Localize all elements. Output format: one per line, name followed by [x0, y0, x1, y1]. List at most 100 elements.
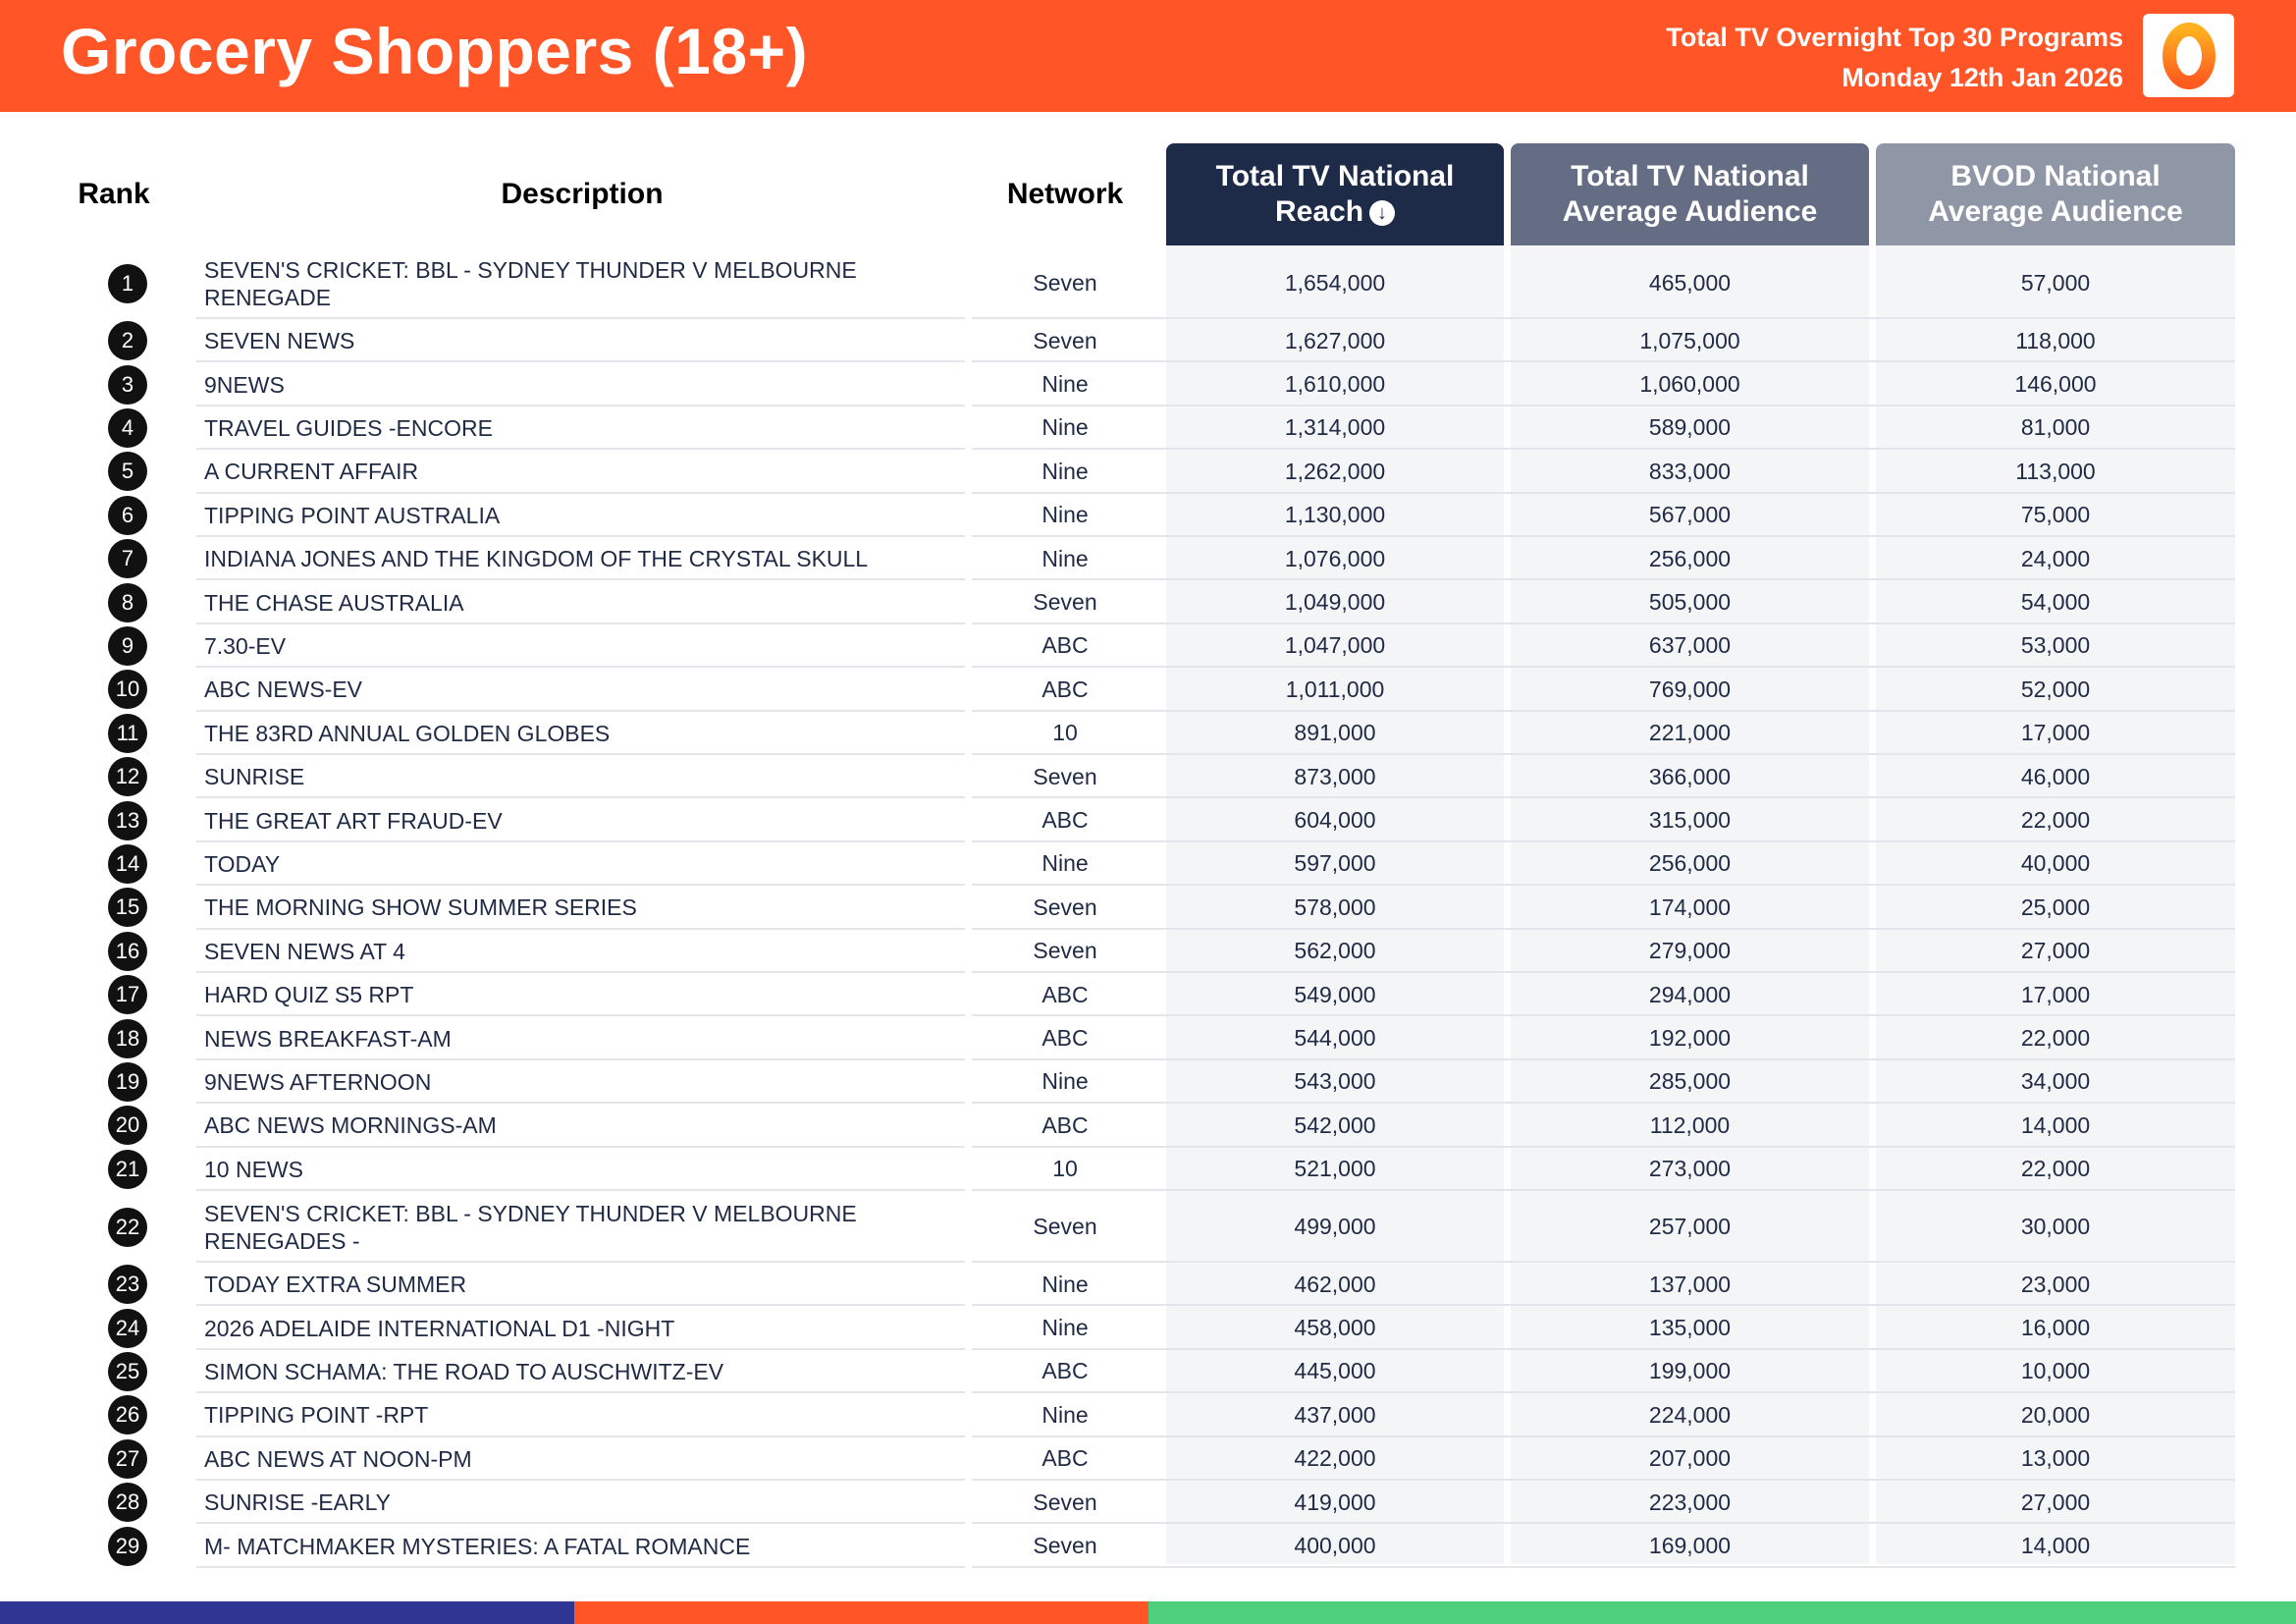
- rank-badge: 24: [108, 1308, 147, 1348]
- avg-header-line2: Average Audience: [1562, 195, 1818, 228]
- column-header-rank: Rank: [78, 178, 150, 210]
- network-name: ABC: [1041, 981, 1089, 1007]
- reach-value: 499,000: [1294, 1214, 1376, 1239]
- row-divider: [196, 534, 965, 537]
- network-name: ABC: [1041, 807, 1089, 834]
- table-row[interactable]: 20 ABC NEWS MORNINGS-AM ABC 542,000 112,000 1…: [0, 1104, 2296, 1148]
- arrow-down-circle-icon[interactable]: ↓: [1369, 200, 1396, 226]
- bvod-average-audience-value: 46,000: [2020, 763, 2091, 789]
- table-row[interactable]: 16 SEVEN NEWS AT 4 Seven 562,000 279,000 27,0…: [0, 930, 2296, 973]
- bvod-average-audience-value: 22,000: [2020, 1025, 2091, 1052]
- column-header-reach[interactable]: Total TV National Reach ↓: [1166, 143, 1504, 245]
- table-row[interactable]: 12 SUNRISE Seven 873,000 366,000 46,000: [0, 755, 2296, 799]
- row-divider: [196, 1261, 965, 1263]
- rank-badge: 26: [108, 1395, 147, 1435]
- program-description: INDIANA JONES AND THE KINGDOM OF THE CRY…: [204, 546, 869, 572]
- table-row[interactable]: 22 SEVEN'S CRICKET: BBL - SYDNEY THUNDER …: [0, 1191, 2296, 1263]
- program-description: TIPPING POINT -RPT: [204, 1402, 429, 1429]
- network-name: Nine: [1041, 502, 1089, 528]
- table-row[interactable]: 15 THE MORNING SHOW SUMMER SERIES Seven 578…: [0, 886, 2296, 930]
- program-description: TODAY EXTRA SUMMER: [204, 1272, 467, 1298]
- network-name: 10: [1052, 720, 1078, 746]
- column-header-bvod-average-audience[interactable]: BVOD National Average Audience: [1876, 143, 2235, 245]
- average-audience-value: 137,000: [1648, 1271, 1732, 1297]
- bvod-average-audience-value: 30,000: [2020, 1214, 2091, 1239]
- table-row[interactable]: 4 TRAVEL GUIDES -ENCORE Nine 1,314,000 589,0…: [0, 406, 2296, 451]
- table-row[interactable]: 2 SEVEN NEWS Seven 1,627,000 1,075,000 118,00…: [0, 319, 2296, 363]
- table-row[interactable]: 7 INDIANA JONES AND THE KINGDOM OF THE CR…: [0, 537, 2296, 581]
- row-divider: [972, 1391, 2235, 1394]
- network-name: Seven: [1033, 1533, 1097, 1559]
- table-row[interactable]: 17 HARD QUIZ S5 RPT ABC 549,000 294,000 17,00…: [0, 973, 2296, 1017]
- table-row[interactable]: 6 TIPPING POINT AUSTRALIA Nine 1,130,000 567…: [0, 494, 2296, 537]
- program-description: SEVEN'S CRICKET: BBL - SYDNEY THUNDER V …: [204, 256, 857, 310]
- reach-value: 1,076,000: [1284, 545, 1386, 571]
- reach-value: 458,000: [1294, 1315, 1376, 1341]
- average-audience-value: 224,000: [1648, 1401, 1732, 1428]
- row-divider: [196, 666, 965, 669]
- network-name: Seven: [1033, 1489, 1097, 1515]
- column-header-average-audience[interactable]: Total TV National Average Audience: [1511, 143, 1869, 245]
- row-divider: [972, 1188, 2235, 1191]
- network-name: Nine: [1041, 850, 1089, 877]
- table-row[interactable]: 10 ABC NEWS-EV ABC 1,011,000 769,000 52,000: [0, 668, 2296, 712]
- table-row[interactable]: 25 SIMON SCHAMA: THE ROAD TO AUSCHWITZ-EV…: [0, 1350, 2296, 1394]
- rank-badge: 6: [108, 495, 147, 535]
- bvod-average-audience-value: 13,000: [2020, 1445, 2091, 1472]
- table-row[interactable]: 28 SUNRISE -EARLY Seven 419,000 223,000 27,00…: [0, 1481, 2296, 1525]
- table-row[interactable]: 1 SEVEN'S CRICKET: BBL - SYDNEY THUNDER V…: [0, 247, 2296, 319]
- average-audience-value: 221,000: [1648, 720, 1732, 746]
- row-divider: [196, 317, 965, 319]
- table-row[interactable]: 19 9NEWS AFTERNOON Nine 543,000 285,000 34,00…: [0, 1060, 2296, 1105]
- reach-value: 400,000: [1294, 1533, 1376, 1559]
- table-row[interactable]: 26 TIPPING POINT -RPT Nine 437,000 224,000 20…: [0, 1393, 2296, 1437]
- table-row[interactable]: 23 TODAY EXTRA SUMMER Nine 462,000 137,000 23…: [0, 1263, 2296, 1307]
- program-description: ABC NEWS-EV: [204, 677, 363, 703]
- table-row[interactable]: 13 THE GREAT ART FRAUD-EV ABC 604,000 315,00…: [0, 798, 2296, 842]
- rank-badge: 14: [108, 843, 147, 884]
- row-divider: [196, 1102, 965, 1105]
- average-audience-value: 285,000: [1648, 1068, 1732, 1095]
- average-audience-value: 256,000: [1648, 850, 1732, 877]
- reach-value: 462,000: [1294, 1271, 1376, 1297]
- row-divider: [972, 970, 2235, 973]
- program-description: ABC NEWS MORNINGS-AM: [204, 1112, 497, 1139]
- table-row[interactable]: 24 2026 ADELAIDE INTERNATIONAL D1 -NIGHT N…: [0, 1306, 2296, 1350]
- network-name: Seven: [1033, 327, 1097, 353]
- table-row[interactable]: 3 9NEWS Nine 1,610,000 1,060,000 146,000: [0, 362, 2296, 406]
- program-description: THE GREAT ART FRAUD-EV: [204, 807, 503, 834]
- program-description: NEWS BREAKFAST-AM: [204, 1025, 452, 1052]
- rank-badge: 28: [108, 1483, 147, 1523]
- average-audience-value: 207,000: [1648, 1445, 1732, 1472]
- column-header-description: Description: [501, 178, 664, 210]
- table-row[interactable]: 8 THE CHASE AUSTRALIA Seven 1,049,000 505,00…: [0, 580, 2296, 624]
- row-divider: [972, 491, 2235, 494]
- row-divider: [972, 1057, 2235, 1060]
- program-description: 2026 ADELAIDE INTERNATIONAL D1 -NIGHT: [204, 1315, 675, 1341]
- footer-bar-navy: [0, 1601, 574, 1624]
- bvod-average-audience-value: 20,000: [2020, 1401, 2091, 1428]
- table-row[interactable]: 14 TODAY Nine 597,000 256,000 40,000: [0, 842, 2296, 887]
- table-row[interactable]: 27 ABC NEWS AT NOON-PM ABC 422,000 207,000 13…: [0, 1437, 2296, 1481]
- bvod-average-audience-value: 54,000: [2020, 589, 2091, 616]
- row-divider: [972, 1304, 2235, 1307]
- average-audience-value: 279,000: [1648, 938, 1732, 964]
- row-divider: [972, 1102, 2235, 1105]
- table-row[interactable]: 18 NEWS BREAKFAST-AM ABC 544,000 192,000 22,0…: [0, 1016, 2296, 1060]
- report-name: Total TV Overnight Top 30 Programs: [1666, 23, 2123, 52]
- report-date: Monday 12th Jan 2026: [1842, 63, 2123, 92]
- average-audience-value: 1,075,000: [1639, 327, 1740, 353]
- table-row[interactable]: 9 7.30-EV ABC 1,047,000 637,000 53,000: [0, 624, 2296, 669]
- table-row[interactable]: 21 10 NEWS 10 521,000 273,000 22,000: [0, 1148, 2296, 1191]
- row-divider: [196, 360, 965, 363]
- table-row[interactable]: 29 M- MATCHMAKER MYSTERIES: A FATAL ROMAN…: [0, 1524, 2296, 1568]
- rank-badge: 23: [108, 1265, 147, 1305]
- table-row[interactable]: 5 A CURRENT AFFAIR Nine 1,262,000 833,000 113…: [0, 450, 2296, 494]
- program-description: TIPPING POINT AUSTRALIA: [204, 502, 501, 528]
- network-name: Nine: [1041, 1068, 1089, 1095]
- row-divider: [972, 884, 2235, 887]
- table-row[interactable]: 11 THE 83RD ANNUAL GOLDEN GLOBES 10 891,000…: [0, 712, 2296, 755]
- row-divider: [196, 1304, 965, 1307]
- row-divider: [196, 1478, 965, 1481]
- network-name: Seven: [1033, 270, 1097, 296]
